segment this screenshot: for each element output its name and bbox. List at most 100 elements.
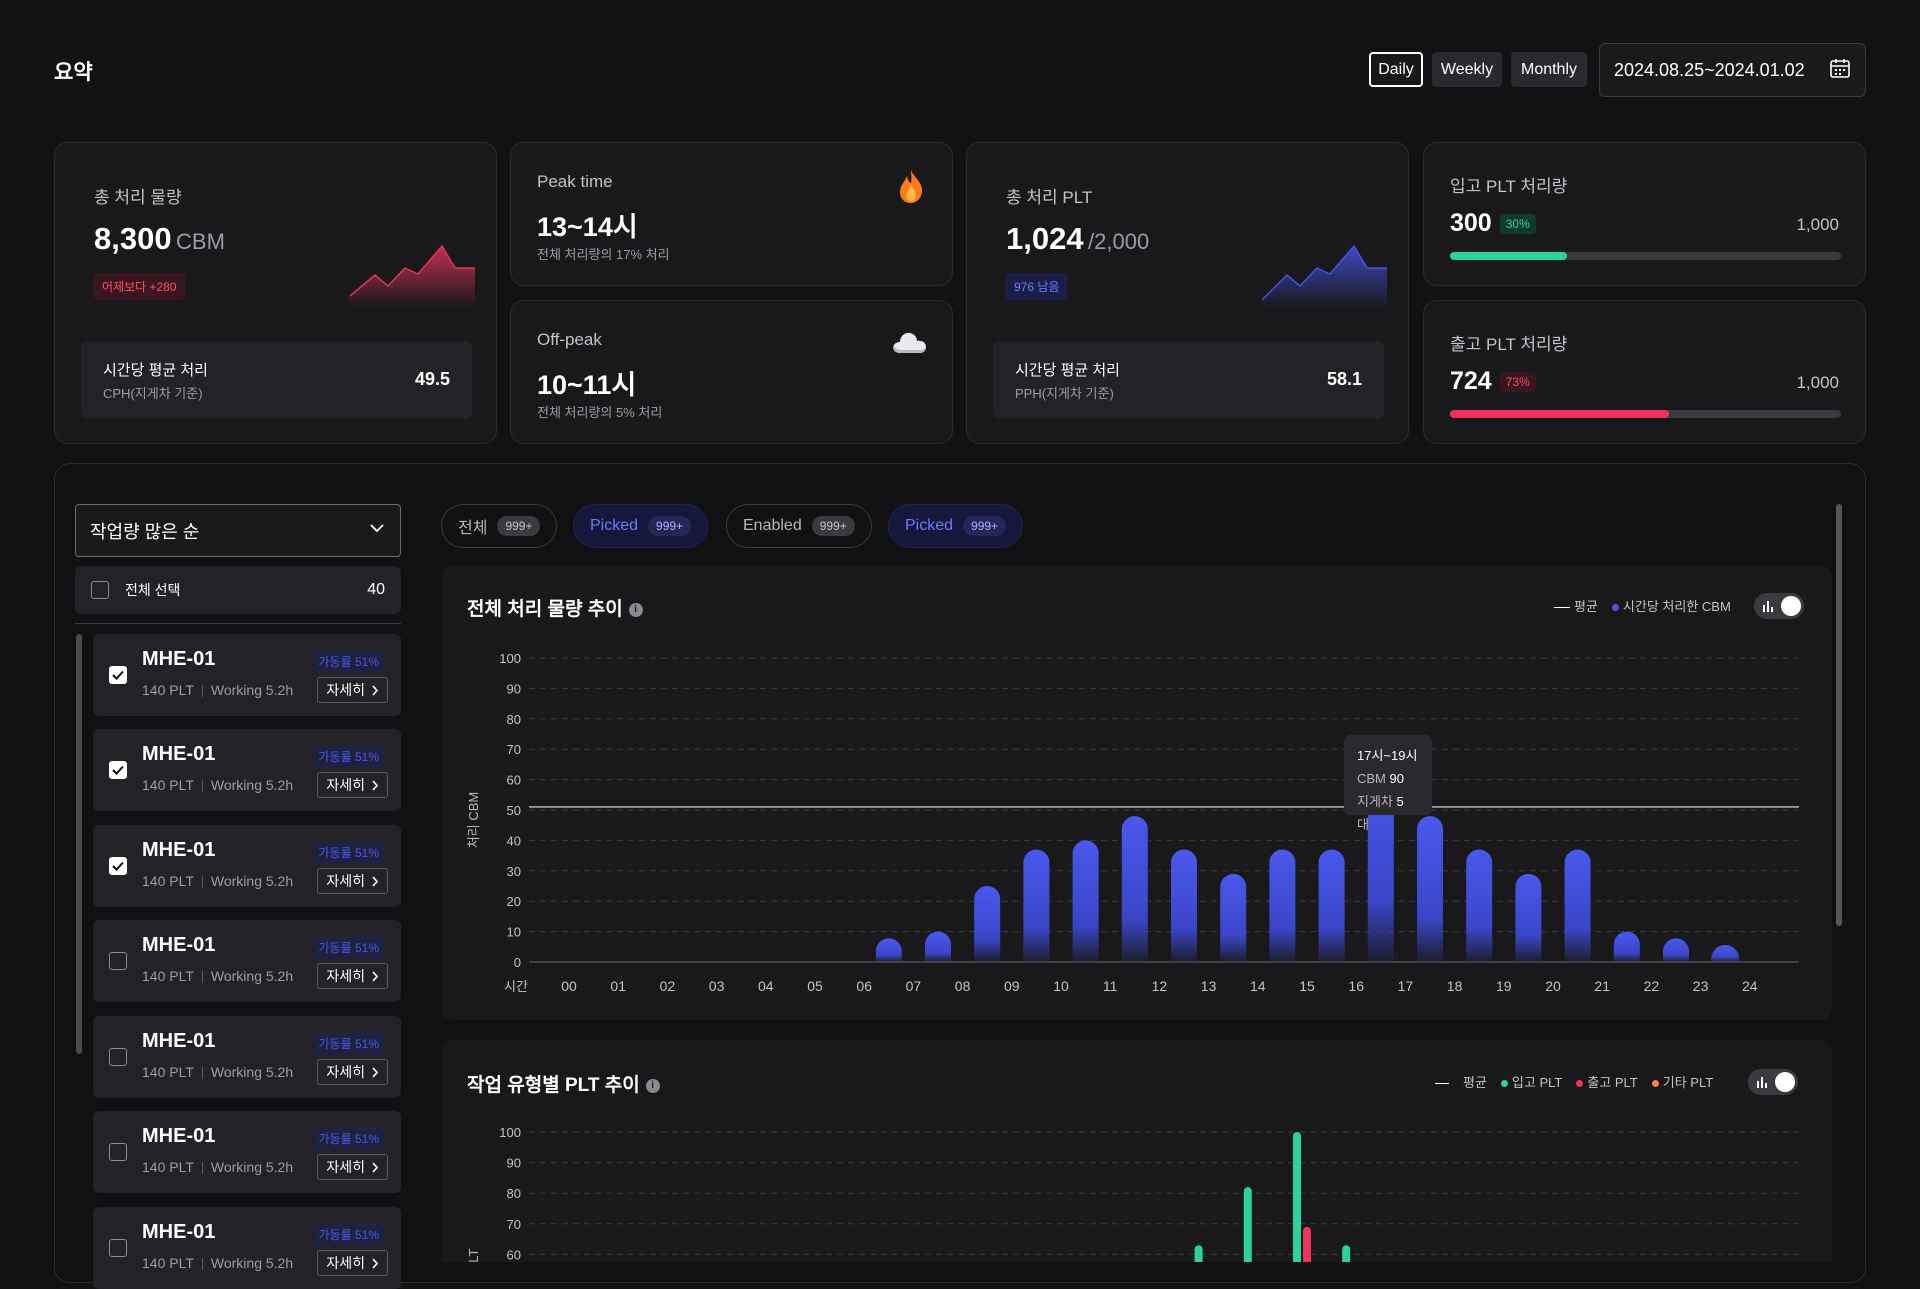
item-checkbox[interactable] — [109, 1239, 127, 1257]
total-plt-remaining-badge: 976 남음 — [1006, 273, 1068, 300]
tooltip-cbm-label: CBM — [1357, 771, 1386, 786]
tooltip-forklift-row: 지게차 5 대 — [1357, 790, 1419, 836]
detail-button[interactable]: 자세히 — [317, 963, 388, 989]
chart1-view-toggle[interactable] — [1754, 593, 1804, 619]
x-tick-label: 01 — [610, 978, 626, 994]
equipment-list-item[interactable]: MHE-01 140 PLT Working 5.2h 가동률 51% 자세히 — [93, 825, 401, 907]
y-tick-label: 90 — [507, 681, 521, 696]
date-range-picker[interactable]: 2024.08.25~2024.01.02 — [1599, 43, 1866, 97]
inbound-progress-fill — [1450, 252, 1568, 260]
tab-all[interactable]: 전체 999+ — [441, 504, 558, 548]
total-plt-card: 총 처리 PLT 1,024 /2,000 976 남음 시간당 평균 처리 P… — [966, 142, 1409, 444]
bar-chart-icon — [1763, 601, 1773, 612]
detail-button[interactable]: 자세히 — [317, 1250, 388, 1276]
bar — [1663, 938, 1689, 962]
outbound-plt-value: 724 — [1450, 367, 1492, 395]
tab-enabled[interactable]: Enabled 999+ — [726, 504, 872, 548]
item-meta: 140 PLT Working 5.2h — [142, 777, 293, 793]
legend-series: 시간당 처리한 CBM — [1611, 596, 1731, 615]
select-all-checkbox[interactable] — [91, 581, 109, 599]
calendar-icon[interactable] — [1829, 57, 1851, 84]
item-meta: 140 PLT Working 5.2h — [142, 968, 293, 984]
sort-dropdown[interactable]: 작업량 많은 순 — [75, 504, 401, 557]
total-volume-delta-badge: 어제보다 +280 — [94, 273, 185, 300]
utilization-badge: 가동률 51% — [312, 841, 385, 864]
total-plt-label: 총 처리 PLT — [1006, 188, 1093, 207]
item-meta: 140 PLT Working 5.2h — [142, 1159, 293, 1175]
equipment-list-item[interactable]: MHE-01 140 PLT Working 5.2h 가동률 51% 자세히 — [93, 920, 401, 1002]
equipment-list-item[interactable]: MHE-01 140 PLT Working 5.2h 가동률 51% 자세히 — [93, 1016, 401, 1098]
x-tick-label: 04 — [758, 978, 774, 994]
x-tick-label: 09 — [1004, 978, 1020, 994]
tooltip-cbm-row: CBM 90 — [1357, 767, 1419, 790]
y-tick-label: 90 — [507, 1156, 521, 1171]
tab-count-badge: 999+ — [963, 516, 1007, 536]
total-volume-value-wrap: 8,300 CBM — [94, 221, 225, 257]
period-monthly-button[interactable]: Monthly — [1511, 52, 1587, 87]
item-name: MHE-01 — [142, 934, 216, 956]
period-daily-button[interactable]: Daily — [1369, 52, 1423, 87]
detail-button[interactable]: 자세히 — [317, 1154, 388, 1180]
sort-dropdown-value: 작업량 많은 순 — [90, 521, 200, 542]
x-tick-label: 05 — [807, 978, 823, 994]
equipment-list-item[interactable]: MHE-01 140 PLT Working 5.2h 가동률 51% 자세히 — [93, 1111, 401, 1193]
tab-count-badge: 999+ — [811, 516, 855, 536]
content-scrollbar[interactable] — [1836, 504, 1842, 926]
detail-button[interactable]: 자세히 — [317, 868, 388, 894]
legend-series-label: 시간당 처리한 CBM — [1622, 599, 1731, 614]
legend-other-label: 기타 PLT — [1662, 1075, 1714, 1090]
x-tick-label: 21 — [1594, 978, 1610, 994]
chart1-title: 전체 처리 물량 추이 — [467, 599, 623, 620]
list-scrollbar[interactable] — [76, 634, 82, 1054]
item-checkbox[interactable] — [109, 952, 127, 970]
equipment-list-item[interactable]: MHE-01 140 PLT Working 5.2h 가동률 51% 자세히 — [93, 634, 401, 716]
chevron-right-icon — [372, 1066, 379, 1078]
item-checkbox[interactable] — [109, 1143, 127, 1161]
detail-button[interactable]: 자세히 — [317, 772, 388, 798]
x-tick-label: 11 — [1103, 978, 1118, 994]
detail-button[interactable]: 자세히 — [317, 677, 388, 703]
item-checkbox[interactable] — [109, 857, 127, 875]
item-plt: 140 PLT — [142, 1255, 194, 1271]
bar — [1466, 849, 1493, 962]
bar — [1269, 849, 1296, 962]
item-plt: 140 PLT — [142, 777, 194, 793]
info-icon[interactable]: i — [628, 602, 643, 617]
y-tick-label: 40 — [507, 833, 521, 848]
detail-button[interactable]: 자세히 — [317, 1059, 388, 1085]
item-meta: 140 PLT Working 5.2h — [142, 873, 293, 889]
tab-picked-2[interactable]: Picked 999+ — [888, 504, 1024, 548]
total-volume-card: 총 처리 물량 8,300 CBM 어제보다 +280 시간당 평균 처리 CP… — [54, 142, 497, 444]
equipment-list-item[interactable]: MHE-01 140 PLT Working 5.2h 가동률 51% 자세히 — [93, 1207, 401, 1289]
inbound-plt-value-wrap: 300 30% — [1450, 209, 1536, 238]
item-checkbox[interactable] — [109, 666, 127, 684]
item-checkbox[interactable] — [109, 761, 127, 779]
total-plt-value: 1,024 — [1006, 221, 1084, 256]
utilization-badge: 가동률 51% — [312, 936, 385, 959]
chart-tooltip: 17시~19시 CBM 90 지게차 5 대 — [1344, 735, 1432, 832]
item-name: MHE-01 — [142, 839, 216, 861]
tab-label: Enabled — [743, 517, 802, 534]
bar — [875, 938, 902, 962]
check-icon — [112, 765, 124, 775]
total-volume-value: 8,300 — [94, 221, 172, 256]
item-plt: 140 PLT — [142, 968, 194, 984]
x-tick-label: 07 — [906, 978, 922, 994]
utilization-badge: 가동률 51% — [312, 1127, 385, 1150]
bar — [1417, 816, 1443, 962]
outbound-plt-value-wrap: 724 73% — [1450, 367, 1536, 396]
y-tick-label: 20 — [507, 894, 521, 909]
utilization-badge: 가동률 51% — [312, 1032, 385, 1055]
period-weekly-button[interactable]: Weekly — [1432, 52, 1502, 87]
tab-picked[interactable]: Picked 999+ — [573, 504, 709, 548]
info-icon[interactable]: i — [645, 1078, 660, 1093]
toggle-knob — [1781, 596, 1801, 616]
chart2-view-toggle[interactable] — [1748, 1069, 1798, 1095]
item-name: MHE-01 — [142, 743, 216, 765]
equipment-list-item[interactable]: MHE-01 140 PLT Working 5.2h 가동률 51% 자세히 — [93, 729, 401, 811]
peak-time-caption: 전체 처리량의 17% 처리 — [537, 247, 670, 262]
outbound-plt-pct-badge: 73% — [1499, 371, 1536, 392]
y-tick-label: 30 — [507, 864, 521, 879]
select-all-row[interactable]: 전체 선택 40 — [75, 566, 401, 614]
item-checkbox[interactable] — [109, 1048, 127, 1066]
